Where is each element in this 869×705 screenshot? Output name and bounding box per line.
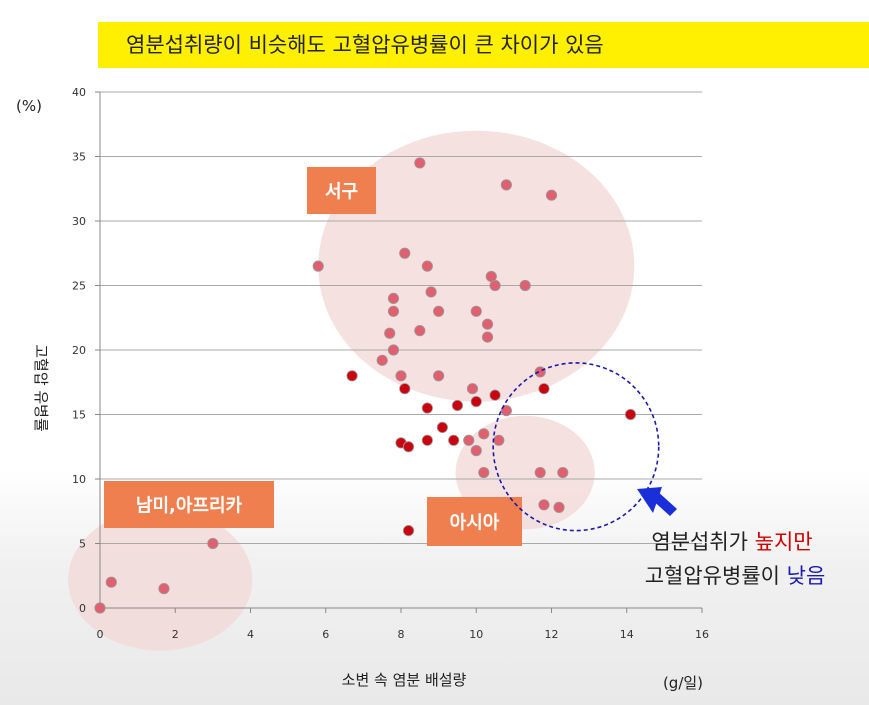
data-point-dark: [399, 383, 411, 395]
callout-line-1-prefix: 염분섭취가: [651, 530, 754, 554]
data-point-light: [500, 405, 512, 417]
y-tick-label: 20: [72, 344, 86, 357]
data-point-dark: [451, 399, 464, 412]
x-tick-label: 0: [97, 628, 104, 641]
x-tick-label: 4: [247, 628, 254, 641]
y-tick-label: 15: [72, 409, 86, 422]
y-unit-label: (%): [16, 97, 42, 115]
data-points: [94, 157, 637, 614]
callout-line-2-prefix: 고혈압유병률이: [645, 564, 787, 588]
region-label-box: [104, 481, 274, 528]
data-point-light: [105, 576, 117, 588]
x-tick-label: 16: [695, 628, 709, 641]
headline-banner: 염분섭취량이 비슷해도 고혈압유병률이 큰 차이가 있음: [98, 22, 869, 68]
data-point-dark: [538, 383, 550, 395]
region-ellipse-2: [68, 508, 253, 651]
callout-line-2: 고혈압유병률이 낮음: [645, 564, 826, 588]
data-point-dark: [470, 395, 482, 408]
x-tick-label: 12: [545, 628, 559, 641]
x-unit-label: (g/일): [663, 674, 703, 692]
y-tick-labels: 0 5 10 15 20 25 30 35 40: [72, 86, 86, 615]
data-point-light: [534, 366, 546, 378]
data-point-dark: [624, 408, 637, 421]
region-label: 남미,아프리카: [136, 496, 243, 517]
callout-line-1-emphasis: 높지만: [755, 530, 813, 554]
y-tick-label: 5: [79, 538, 86, 551]
data-point-light: [481, 331, 494, 343]
data-point-light: [414, 157, 426, 169]
y-axis-title: 고혈압 유병률: [32, 344, 50, 432]
data-point-light: [463, 434, 475, 446]
data-point-light: [158, 583, 170, 595]
data-point-dark: [421, 434, 433, 446]
highlight-layer: [492, 362, 660, 532]
axes: [95, 91, 703, 613]
data-point-light: [534, 466, 546, 479]
data-point-light: [94, 602, 106, 614]
data-point-light: [399, 247, 411, 259]
region-label-box: [427, 497, 522, 546]
data-point-light: [433, 305, 445, 317]
data-point-light: [414, 325, 426, 337]
data-point-dark: [402, 524, 415, 537]
region-label: 서구: [325, 182, 358, 203]
highlight-ellipse: [492, 362, 660, 532]
data-point-light: [395, 370, 407, 382]
data-point-light: [478, 428, 490, 440]
y-tick-label: 30: [72, 215, 86, 228]
data-point-light: [519, 279, 531, 292]
data-point-light: [470, 445, 482, 457]
y-tick-label: 40: [72, 86, 86, 99]
data-point-dark: [421, 402, 433, 414]
data-point-light: [557, 466, 569, 479]
data-point-light: [433, 370, 445, 382]
data-point-dark: [346, 370, 358, 382]
x-axis-title: 소변 속 염분 배설량: [342, 671, 467, 689]
data-point-light: [493, 434, 505, 446]
region-label: 아시아: [450, 513, 500, 534]
data-point-light: [478, 466, 490, 479]
data-point-light: [538, 499, 550, 511]
callout-arrow-head-icon: [637, 487, 662, 513]
data-point-light: [387, 292, 400, 304]
data-point-dark: [402, 441, 415, 453]
gridlines: [100, 91, 702, 544]
data-point-light: [376, 354, 388, 366]
data-point-light: [481, 318, 494, 330]
x-tick-label: 6: [322, 628, 329, 641]
region-label-box: [307, 167, 376, 214]
data-point-light: [466, 383, 479, 395]
y-tick-label: 0: [79, 602, 86, 615]
data-point-light: [207, 537, 219, 550]
x-tick-label: 2: [172, 628, 179, 641]
data-point-light: [384, 327, 396, 339]
x-tick-label: 14: [620, 628, 634, 641]
data-point-light: [421, 260, 433, 272]
x-tick-labels: 0 2 4 6 8 10 12 14 16: [97, 628, 710, 641]
y-tick-label: 10: [72, 473, 86, 486]
data-point-light: [425, 286, 437, 298]
data-point-light: [500, 179, 512, 191]
x-tick-label: 8: [398, 628, 405, 641]
y-tick-label: 25: [72, 280, 86, 293]
data-point-light: [545, 189, 558, 201]
data-point-light: [387, 344, 400, 356]
data-point-light: [553, 501, 565, 513]
data-point-light: [312, 260, 324, 272]
data-point-dark: [448, 434, 460, 446]
data-point-light: [387, 305, 400, 317]
callout-line-2-emphasis: 낮음: [787, 564, 826, 588]
data-point-dark: [436, 421, 448, 433]
callout-line-1: 염분섭취가 높지만: [651, 530, 812, 554]
y-tick-label: 35: [72, 151, 86, 164]
data-point-dark: [489, 389, 501, 401]
x-tick-label: 10: [469, 628, 483, 641]
data-point-light: [470, 305, 482, 317]
data-point-light: [489, 279, 501, 292]
